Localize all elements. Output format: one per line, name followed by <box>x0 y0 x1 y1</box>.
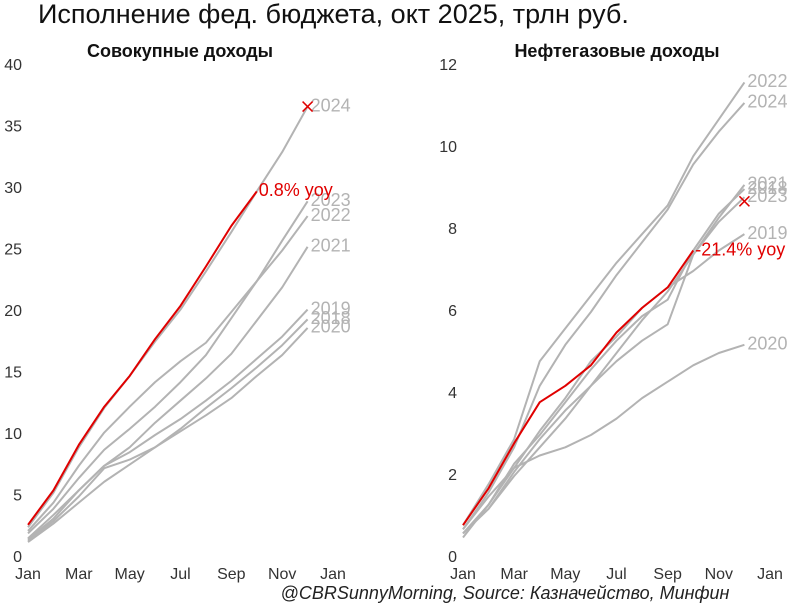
series-label: 2024 <box>747 92 787 112</box>
series-line <box>27 318 309 543</box>
panel-title: Совокупные доходы <box>87 41 273 61</box>
y-tick-label: 8 <box>448 221 457 238</box>
y-tick-label: 0 <box>448 549 457 566</box>
x-tick-label: Mar <box>500 566 528 583</box>
series-line <box>462 102 746 530</box>
series-label: 2018 <box>747 178 787 198</box>
series-label: 2022 <box>747 71 787 91</box>
footer: @CBRSunnyMorning, Source: Казначейство, … <box>281 583 730 603</box>
series-label: 2021 <box>747 174 787 194</box>
y-tick-label: 6 <box>448 303 457 320</box>
x-tick-label: Mar <box>65 566 93 583</box>
x-tick-label: May <box>550 566 580 583</box>
x-tick-label: Nov <box>705 566 733 583</box>
y-tick-label: 2 <box>448 467 457 484</box>
series-label: 2024 <box>311 95 351 115</box>
x-tick-label: Jul <box>606 566 626 583</box>
y-tick-label: 4 <box>448 385 457 402</box>
x-tick-label: Sep <box>653 566 682 583</box>
series-line <box>462 343 745 530</box>
chart-title: Исполнение фед. бюджета, окт 2025, трлн … <box>38 0 629 29</box>
series-label: 2020 <box>311 317 351 337</box>
x-tick-label: May <box>115 566 145 583</box>
y-tick-label: 30 <box>4 180 22 197</box>
series-line <box>27 200 309 535</box>
series-label: 2020 <box>747 334 787 354</box>
y-tick-label: 20 <box>4 303 22 320</box>
series-label: 2019 <box>747 223 787 243</box>
series-label: 2022 <box>311 205 351 225</box>
y-tick-label: 10 <box>439 139 457 156</box>
x-tick-label: Sep <box>217 566 246 583</box>
series-label: 2019 <box>311 298 351 318</box>
series-label: 2021 <box>311 236 351 256</box>
series-label: 2018 <box>311 308 351 328</box>
series-line <box>27 215 309 532</box>
y-tick-label: 0 <box>13 549 22 566</box>
series-line <box>27 308 309 541</box>
current-label: -21.4% yoy <box>695 239 785 259</box>
x-tick-label: Jan <box>757 566 783 583</box>
series-label: 2023 <box>311 190 351 210</box>
x-tick-label: Nov <box>268 566 296 583</box>
x-tick-label: Jan <box>15 566 41 583</box>
series-line <box>462 196 746 535</box>
x-tick-label: Jan <box>320 566 346 583</box>
y-tick-label: 40 <box>4 57 22 74</box>
x-tick-label: Jul <box>170 566 190 583</box>
current-label: 0.8% yoy <box>259 180 333 200</box>
current-line <box>27 190 258 526</box>
target-marker <box>738 195 750 207</box>
current-line <box>462 249 695 526</box>
x-tick-label: Jan <box>450 566 476 583</box>
y-tick-label: 15 <box>4 365 22 382</box>
series-line <box>27 106 309 528</box>
y-tick-label: 5 <box>13 488 22 505</box>
target-marker <box>302 101 314 113</box>
panel-title: Нефтегазовые доходы <box>514 41 719 61</box>
y-tick-label: 25 <box>4 242 22 259</box>
series-line <box>462 81 746 526</box>
series-label: 2023 <box>747 186 787 206</box>
y-tick-label: 35 <box>4 119 22 136</box>
y-tick-label: 10 <box>4 426 22 443</box>
series-line <box>27 327 309 542</box>
series-line <box>462 188 746 539</box>
y-tick-label: 12 <box>439 57 457 74</box>
